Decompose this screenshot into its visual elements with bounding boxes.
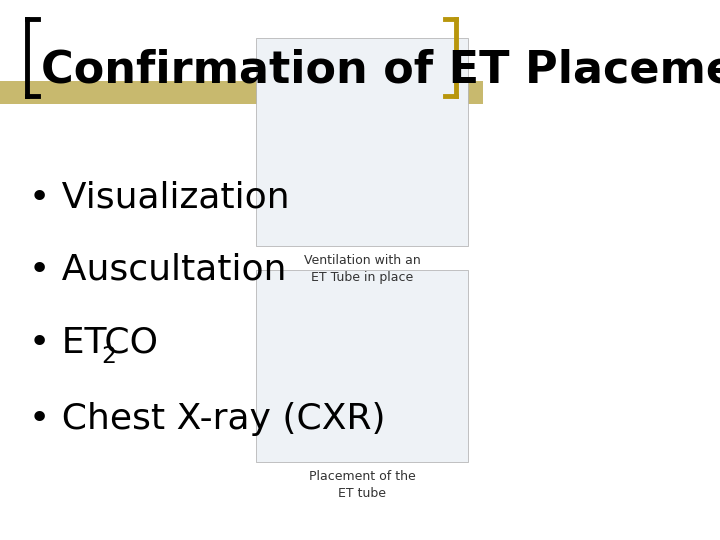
Text: • Auscultation: • Auscultation [29, 253, 287, 287]
Text: • Visualization: • Visualization [29, 180, 289, 214]
Text: Confirmation of ET Placement: Confirmation of ET Placement [41, 49, 720, 92]
Text: • Chest X-ray (CXR): • Chest X-ray (CXR) [29, 402, 385, 435]
Bar [256, 270, 468, 462]
Text: 2: 2 [102, 346, 117, 368]
Text: • ETCO: • ETCO [29, 326, 158, 360]
Text: Placement of the
ET tube: Placement of the ET tube [309, 470, 415, 500]
Text: Ventilation with an
ET Tube in place: Ventilation with an ET Tube in place [304, 254, 420, 284]
Bar [0, 81, 482, 104]
Bar [256, 38, 468, 246]
